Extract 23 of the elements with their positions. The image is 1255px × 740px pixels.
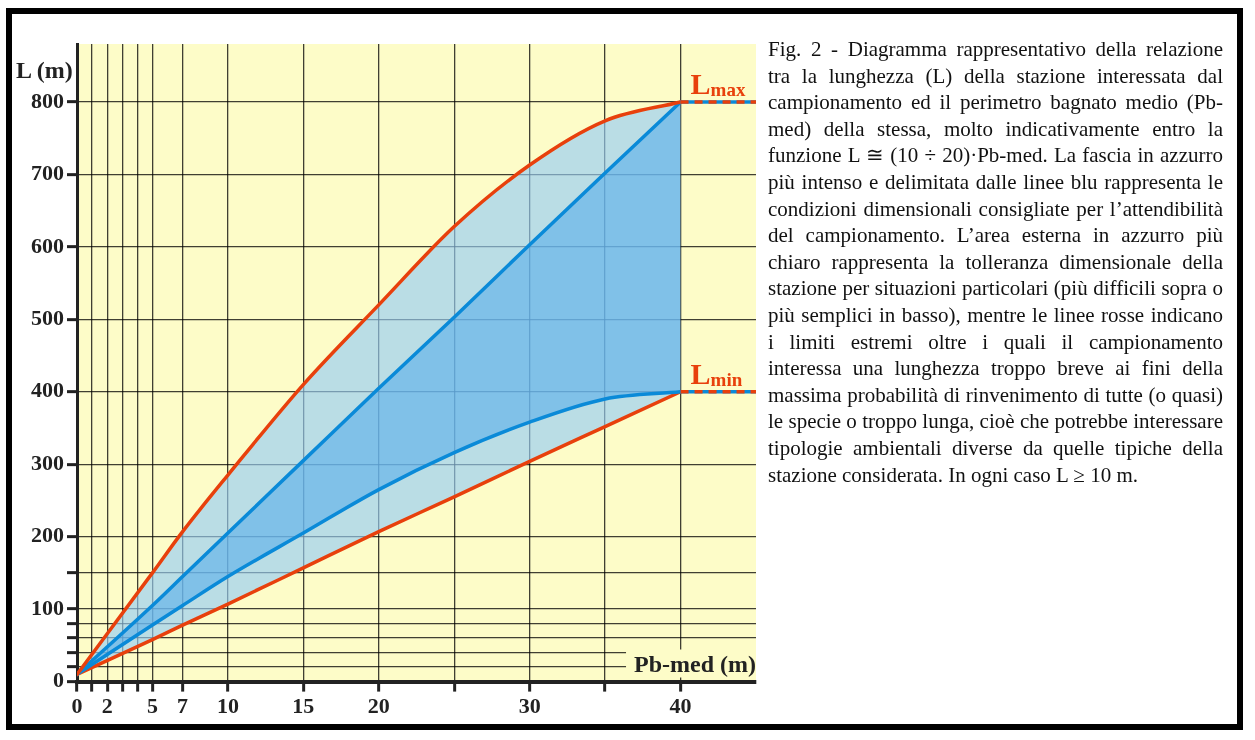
x-tick-label: 40: [669, 693, 692, 719]
x-tick-label: 30: [518, 693, 541, 719]
y-tick-label: 800: [31, 87, 64, 113]
y-axis-title: L (m): [16, 57, 73, 84]
x-tick-label: 20: [367, 693, 390, 719]
x-tick-label: 0: [71, 693, 83, 719]
x-axis-title: Pb-med (m): [634, 650, 756, 677]
x-tick-label: 2: [101, 693, 113, 719]
y-tick-label: 300: [31, 449, 64, 475]
x-tick-label: 15: [292, 693, 315, 719]
x-tick-label: 10: [216, 693, 239, 719]
text: Fig. 2 - Diagramma rappresentativo della relazione tra la lunghezza (L) della stazione interessata dal campionamento ed il perimetro bagnato medio (Pb-med) della stessa, molto indicativamente entro la funzione L ≅ (10 ÷ 20)·Pb-med. La fascia in azzurro più intenso e delimitata dalle linee blu rappresenta le condizioni dimensionali consigliate per l’attendibilità del campionamento. L’area esterna in azzurro più chiaro rappresenta la tolleranza dimensionale della stazione per situazioni particolari (più difficili sopra o più semplici in basso), mentre le linee rosse indicano i limiti estremi oltre i quali il campionamento interessa una lunghezza troppo breve ai fini della massima probabilità di rinvenimento di tutte (o quasi) le specie o troppo lunga, cioè che potrebbe interessare tipologie ambientali diverse da quelle tipiche della stazione considerata. In ogni caso L ≥ 10 m.: [768, 37, 1223, 487]
y-tick-label: 700: [31, 160, 64, 186]
ref-line-label: Lmin: [690, 356, 743, 390]
x-tick-label: 5: [146, 693, 158, 719]
y-tick-label: 0: [53, 667, 64, 693]
y-tick-label: 600: [31, 232, 64, 258]
y-tick-label: 200: [31, 522, 64, 548]
ref-line-label: Lmax: [690, 66, 746, 100]
y-tick-label: 100: [31, 594, 64, 620]
x-tick-label: 7: [177, 693, 189, 719]
y-tick-label: 500: [31, 305, 64, 331]
y-tick-label: 400: [31, 377, 64, 403]
